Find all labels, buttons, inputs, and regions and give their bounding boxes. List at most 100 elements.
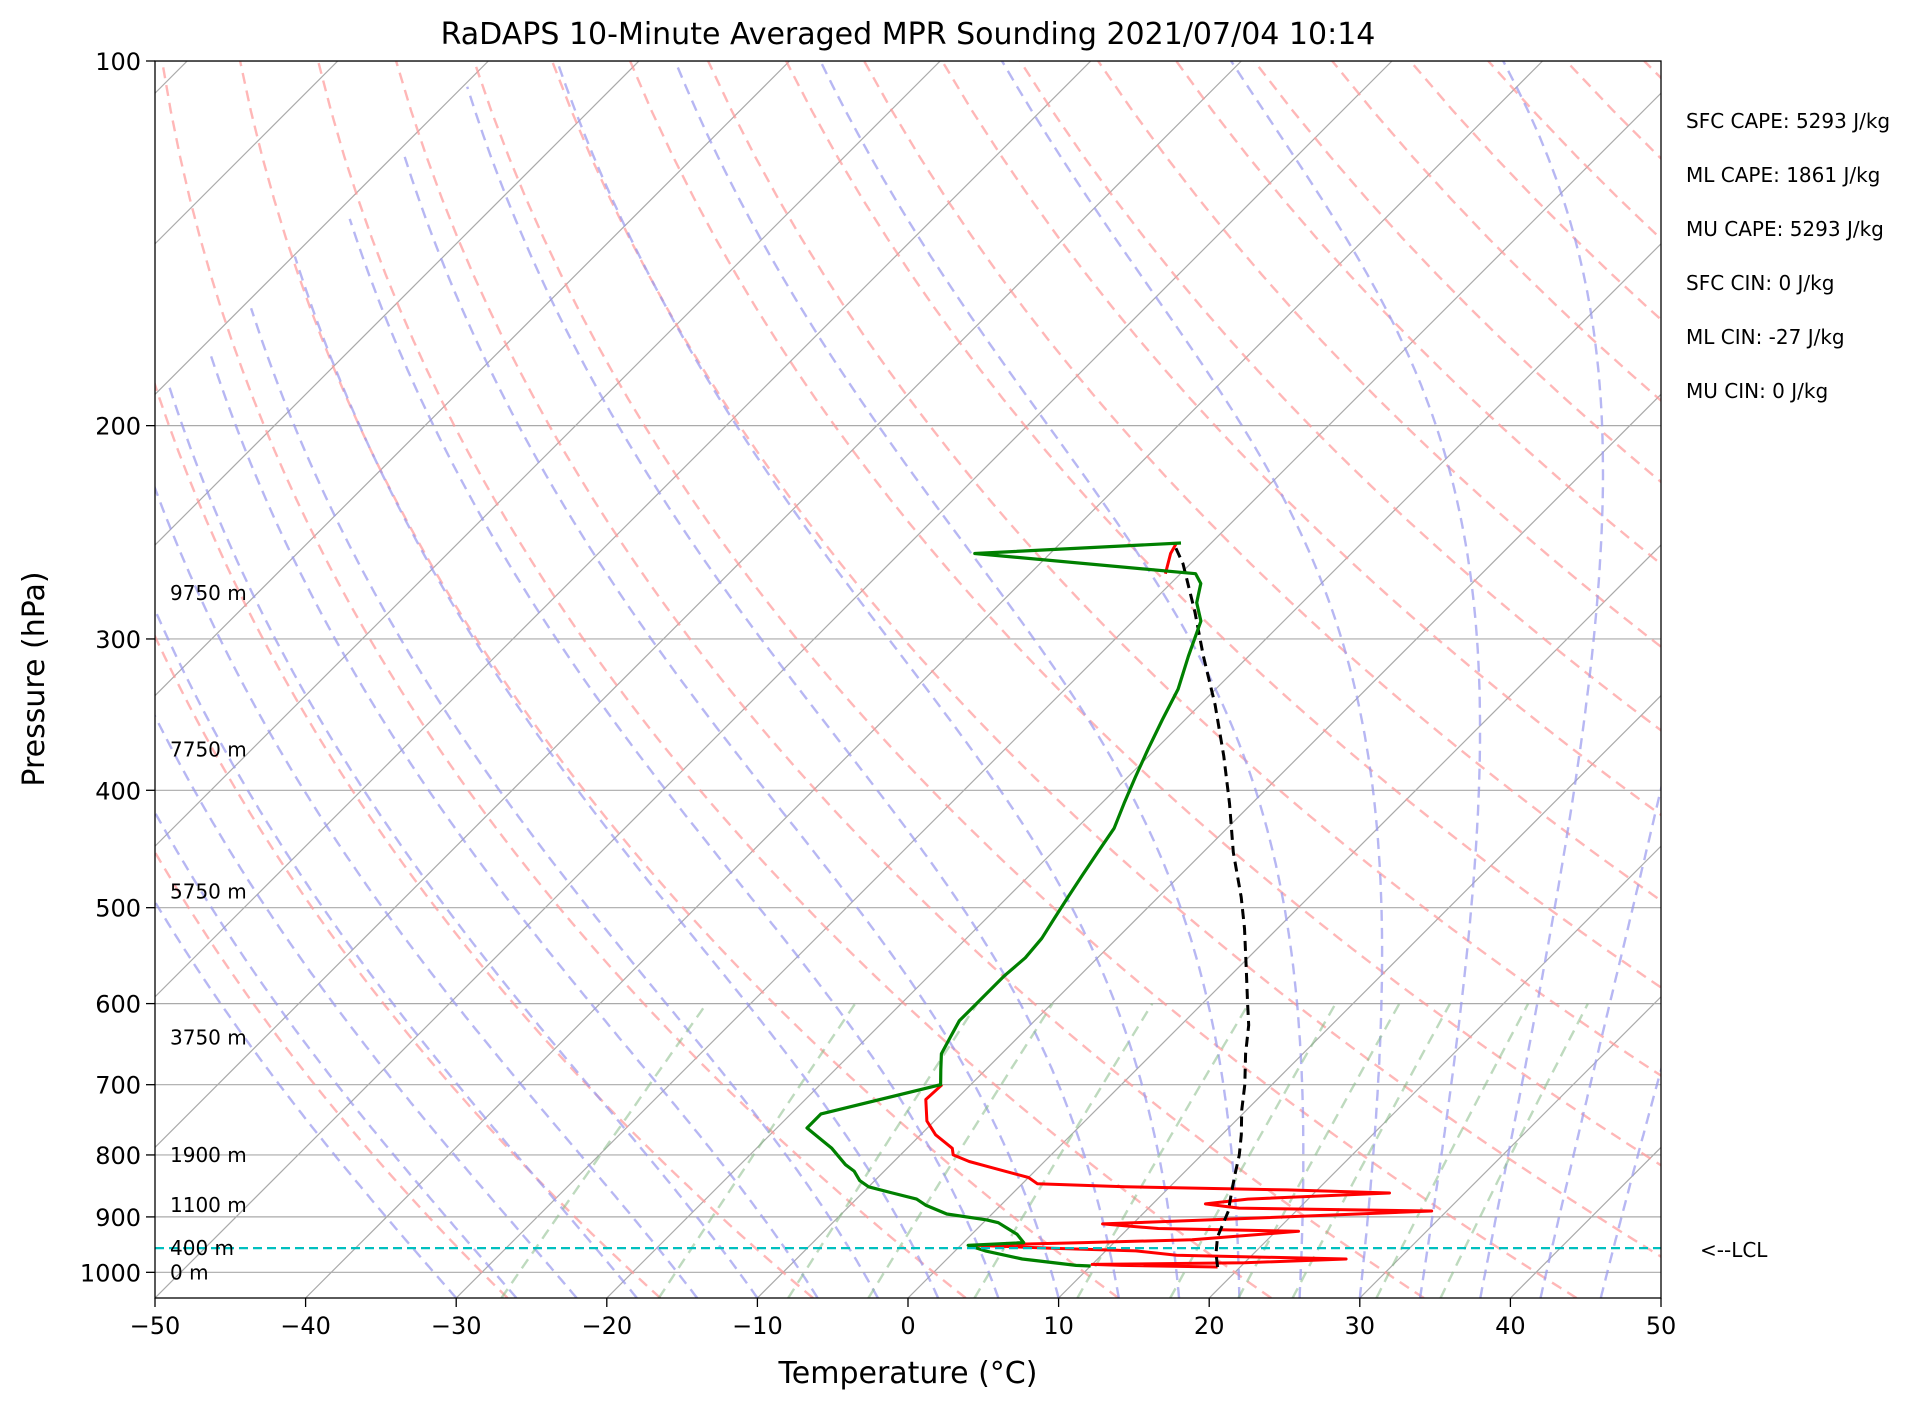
isotherm--50: [155, 61, 1393, 1298]
annotation-text: ML CAPE: 1861 J/kg: [1686, 163, 1880, 187]
mixing-ratio-line: [1439, 1003, 1589, 1298]
moist-adiabat: [155, 810, 518, 1298]
height-label: 400 m: [170, 1236, 234, 1260]
moist-adiabat: [209, 355, 819, 1298]
moist-adiabat: [555, 61, 1181, 1298]
height-label: 7750 m: [170, 737, 247, 761]
height-label: 9750 m: [170, 581, 247, 605]
dry-adiabat: [316, 61, 1272, 1298]
x-tick-label: −40: [280, 1312, 331, 1340]
y-tick-label: 500: [95, 895, 141, 923]
moist-adiabat: [249, 307, 879, 1298]
mixing-ratio-line: [1169, 1003, 1337, 1298]
x-tick-label: 50: [1646, 1312, 1677, 1340]
dry-adiabat: [863, 61, 1661, 903]
isotherm--90: [155, 61, 791, 697]
isotherm-0: [907, 544, 1661, 1298]
moist-adiabat: [466, 86, 1120, 1298]
isotherm--70: [155, 61, 1092, 998]
moist-adiabat: [155, 606, 638, 1298]
isotherm--40: [305, 61, 1544, 1298]
dry-adiabat: [160, 61, 967, 1298]
mixing-ratio-line: [973, 1002, 1154, 1298]
dry-adiabat: [628, 61, 1661, 1167]
y-tick-label: 1000: [80, 1259, 141, 1287]
y-axis-label: Pressure (hPa): [17, 571, 52, 786]
moist-adiabat: [155, 899, 458, 1298]
dry-adiabat: [1019, 61, 1661, 732]
height-label: 1100 m: [170, 1193, 247, 1217]
mixing-ratio-line: [657, 1002, 857, 1298]
moist-adiabat: [155, 484, 699, 1298]
x-tick-label: 20: [1194, 1312, 1225, 1340]
height-label: 1900 m: [170, 1143, 247, 1167]
y-axis: 100 200 300 400 500 600 700 800 900 1000: [80, 48, 155, 1287]
annotation-text: MU CIN: 0 J/kg: [1686, 379, 1828, 403]
isotherm--10: [756, 393, 1661, 1298]
x-tick-label: 0: [900, 1312, 915, 1340]
dry-adiabat: [1175, 61, 1661, 566]
moist-adiabat: [1539, 783, 1661, 1298]
chart-title: RaDAPS 10-Minute Averaged MPR Sounding 2…: [441, 17, 1376, 52]
y-tick-label: 900: [95, 1204, 141, 1232]
data-lines: [155, 541, 1661, 1269]
dry-adiabat: [550, 61, 1661, 1259]
y-tick-label: 700: [95, 1072, 141, 1100]
y-tick-label: 100: [95, 48, 141, 76]
x-tick-label: −50: [130, 1312, 181, 1340]
isotherm--110: [155, 61, 489, 396]
dry-adiabat: [472, 61, 1578, 1298]
isotherm--20: [606, 242, 1661, 1298]
moist-adiabat: [1479, 61, 1605, 1298]
mixing-ratio-line: [867, 1002, 1054, 1298]
y-tick-label: 400: [95, 777, 141, 805]
lcl-label: <--LCL: [1700, 1238, 1768, 1262]
dewpoint-line: [805, 541, 1203, 1268]
y-tick-label: 600: [95, 991, 141, 1019]
isotherm--100: [155, 61, 640, 546]
isotherm-10: [1058, 694, 1661, 1298]
dry-adiabat: [238, 61, 1120, 1298]
mixing-ratio-line: [1076, 1002, 1250, 1298]
mixing-ratio-line: [1375, 1003, 1530, 1298]
mixing-ratio-line: [1237, 1003, 1401, 1298]
mixing-ratio-line: [787, 1002, 979, 1298]
moist-adiabat: [1000, 61, 1384, 1298]
moist-adiabat: [348, 218, 1000, 1298]
dry-adiabat: [155, 633, 662, 1298]
annotation-text: MU CAPE: 5293 J/kg: [1686, 217, 1884, 241]
isotherm-30: [1359, 995, 1661, 1298]
isotherm--80: [155, 61, 941, 848]
x-tick-label: 40: [1495, 1312, 1526, 1340]
x-tick-label: −10: [732, 1312, 783, 1340]
isotherm-20: [1208, 845, 1661, 1298]
mixing-ratio-line: [500, 1002, 708, 1298]
temperature-top-line: [1163, 542, 1178, 575]
y-tick-label: 800: [95, 1142, 141, 1170]
x-axis-label: Temperature (°C): [778, 1356, 1038, 1391]
dry-adiabat: [155, 380, 814, 1298]
x-tick-label: −20: [581, 1312, 632, 1340]
x-axis: −50 −40 −30 −20 −10 0 10 20 30 40 50: [130, 1298, 1677, 1340]
annotation-text: SFC CIN: 0 J/kg: [1686, 271, 1834, 295]
moist-adiabat: [167, 384, 759, 1298]
x-tick-label: 30: [1345, 1312, 1376, 1340]
x-tick-label: −30: [431, 1312, 482, 1340]
isotherm--60: [155, 61, 1242, 1149]
moist-adiabat: [1230, 61, 1482, 1298]
height-label: 3750 m: [170, 1026, 247, 1050]
temperature-line: [924, 1083, 1434, 1269]
height-label: 0 m: [170, 1260, 209, 1284]
moist-adiabat: [403, 156, 1060, 1298]
annotation-text: ML CIN: -27 J/kg: [1686, 325, 1845, 349]
height-label: 5750 m: [170, 880, 247, 904]
isotherm--30: [455, 92, 1661, 1298]
moist-adiabat: [155, 713, 578, 1298]
y-tick-label: 200: [95, 413, 141, 441]
moist-adiabat: [293, 256, 940, 1298]
cape-cin-annotations: SFC CAPE: 5293 J/kg ML CAPE: 1861 J/kg MU …: [1686, 109, 1890, 403]
dry-adiabat: [785, 61, 1661, 989]
dry-adiabat: [155, 849, 509, 1298]
